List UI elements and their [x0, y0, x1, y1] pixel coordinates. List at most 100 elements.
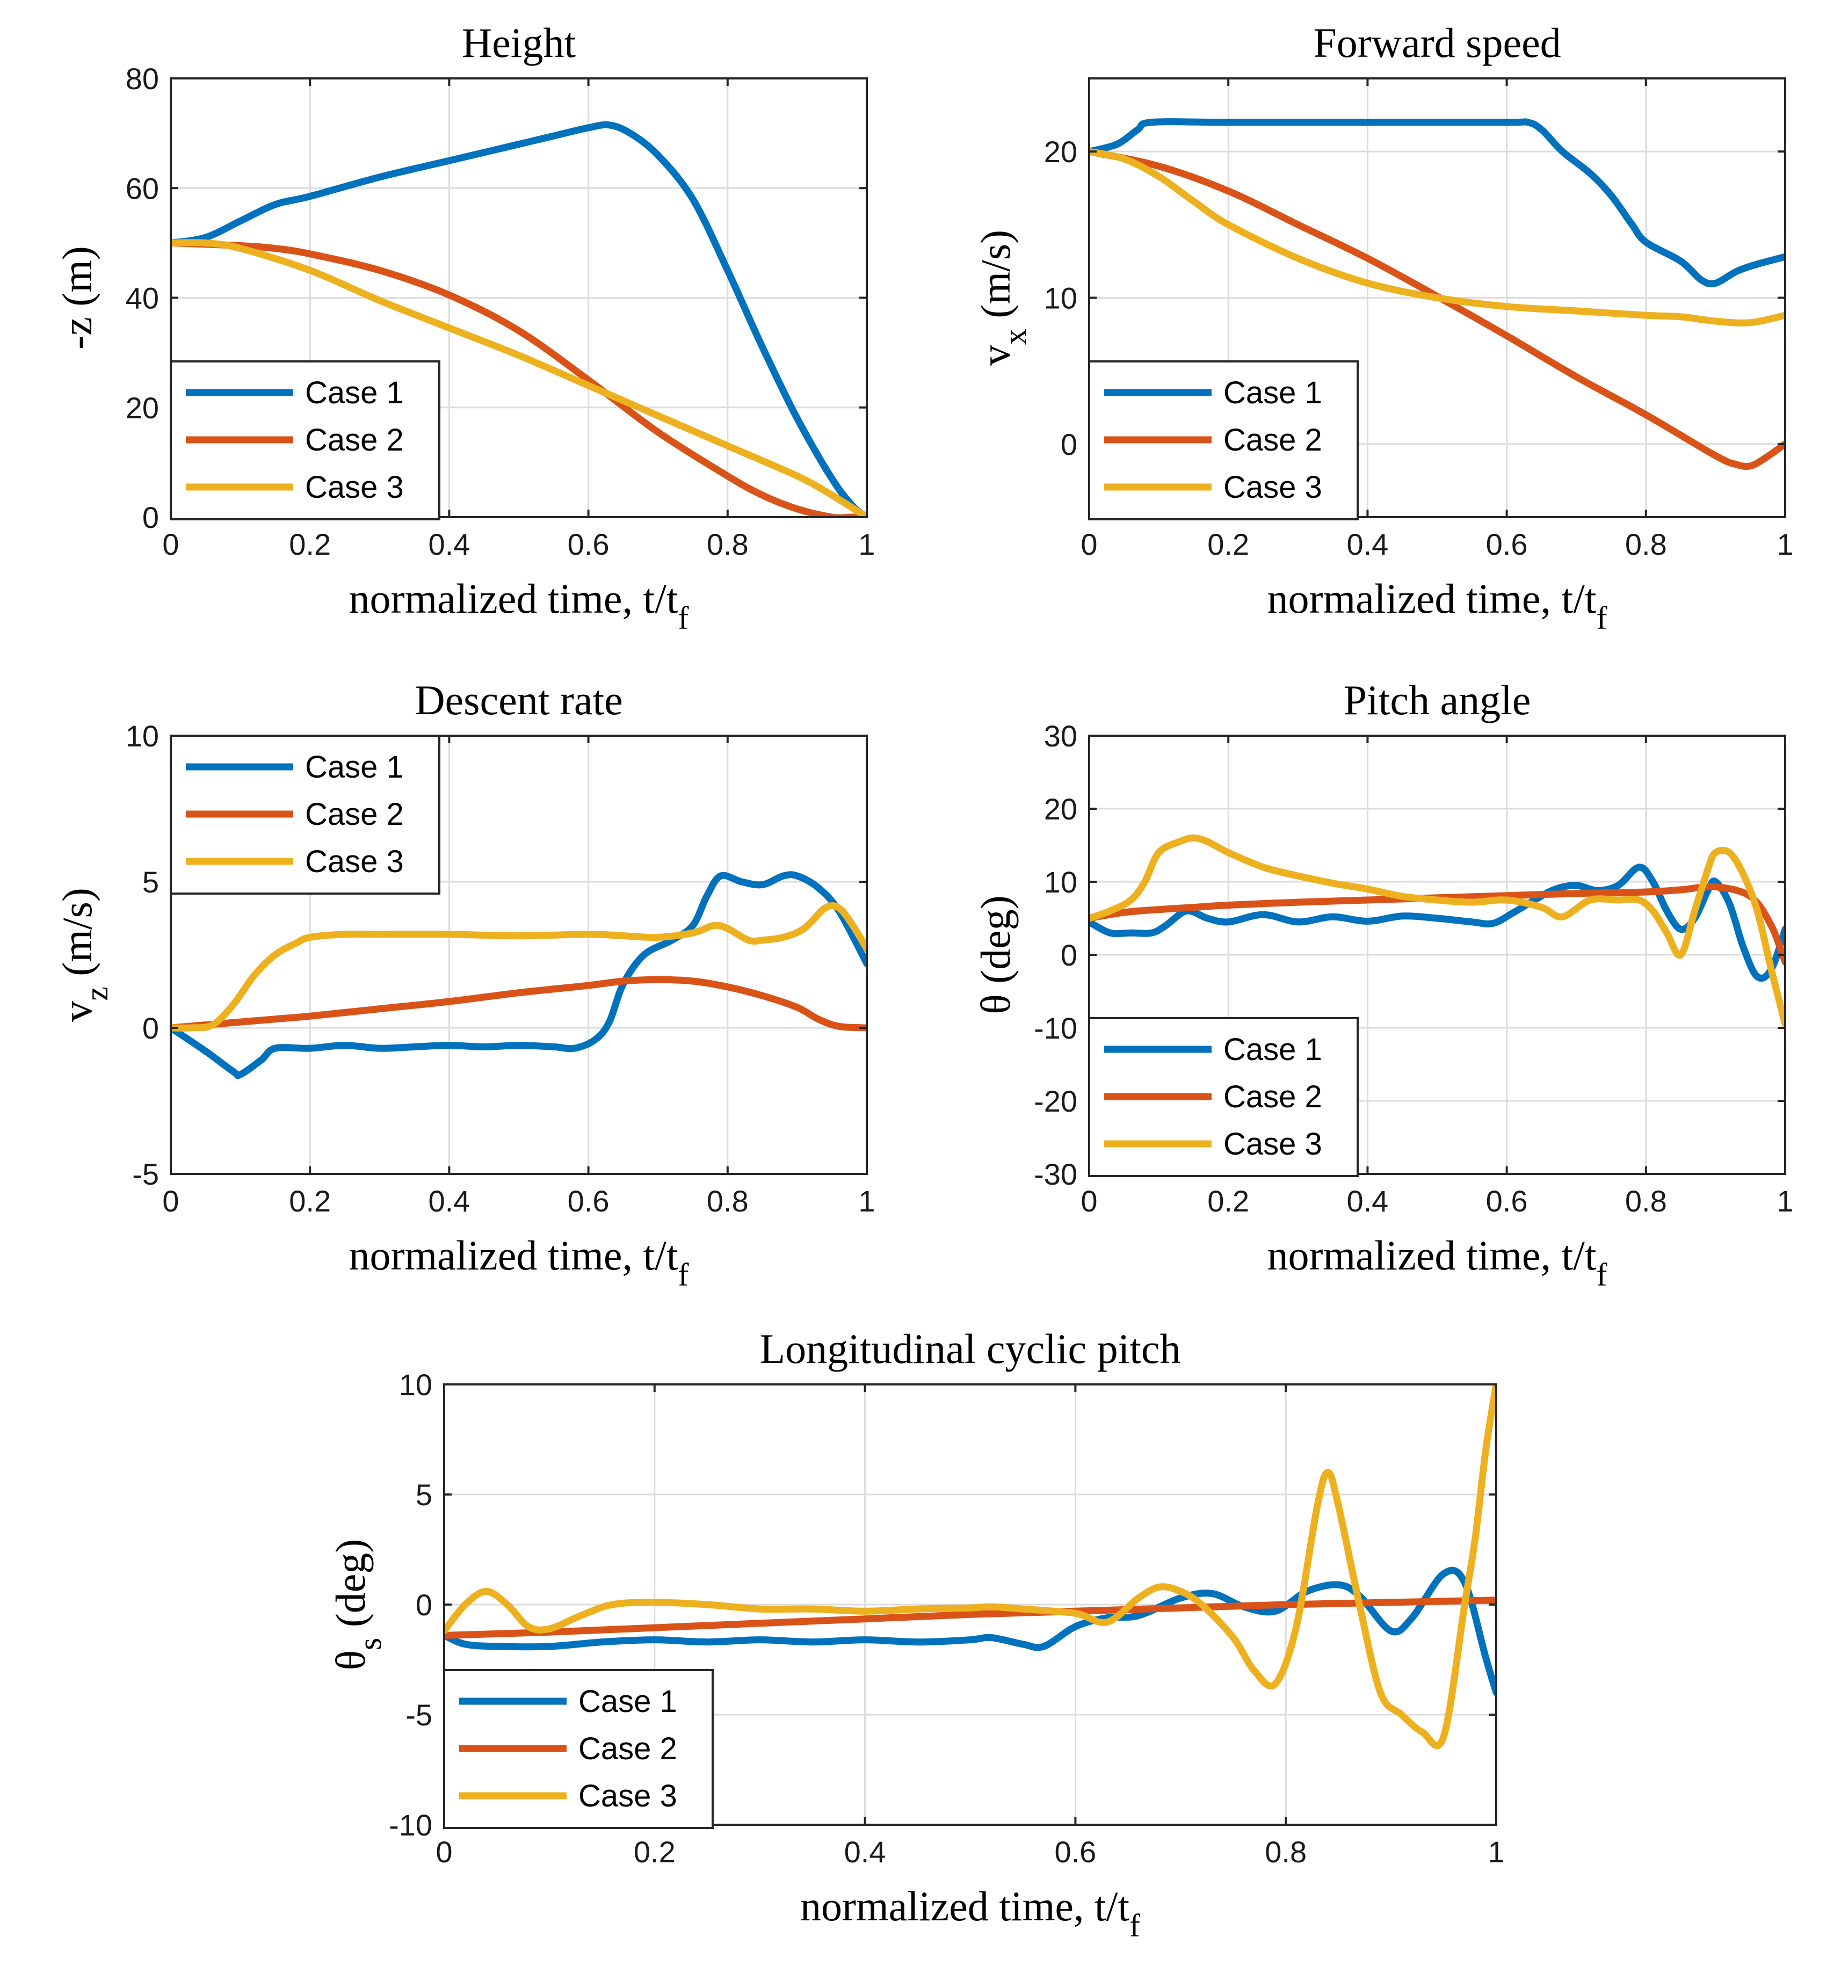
legend-label: Case 1 — [1223, 375, 1322, 410]
legend: Case 1 Case 2 Case 3 — [1088, 360, 1359, 520]
y-axis-label-units: (m/s) — [54, 888, 100, 986]
y-tick-label: 10 — [1044, 281, 1077, 315]
x-axis-label: normalized time, t/tf — [349, 575, 689, 636]
x-tick-label: 0.2 — [634, 1835, 676, 1869]
longitudinal-cyclic-pitch-chart: 0 0.2 0.4 0.6 0.8 1 -10 -5 0 5 10 Longitudinal cycl… — [327, 1325, 1505, 1943]
legend-label: Case 3 — [1223, 470, 1322, 505]
legend-label: Case 3 — [305, 470, 404, 505]
series-line-case-3 — [1089, 148, 1785, 327]
x-tick-label: 0.2 — [289, 527, 331, 561]
height-chart: 0 0.2 0.4 0.6 0.8 1 0 20 40 60 80 Height normalized … — [54, 19, 875, 636]
y-tick-label: -10 — [389, 1808, 432, 1842]
x-tick-label: 1 — [1777, 1184, 1793, 1218]
x-axis-label-main: normalized time, t/t — [349, 1232, 678, 1279]
x-axis-label-main: normalized time, t/t — [800, 1883, 1129, 1929]
x-axis-label: normalized time, t/tf — [800, 1883, 1140, 1943]
y-axis-label-main: -z (m) — [54, 246, 100, 350]
legend-label: Case 2 — [1223, 1079, 1322, 1114]
y-axis-label-subscript: x — [997, 329, 1033, 345]
x-tick-label: 0.8 — [1265, 1835, 1307, 1869]
legend: Case 1 Case 2 Case 3 — [170, 735, 440, 895]
pitch-angle-chart: 0 0.2 0.4 0.6 0.8 1 -30 -20 -10 0 10 20 30 Pitch angl… — [972, 677, 1794, 1293]
chart-title: Pitch angle — [1344, 677, 1531, 723]
x-tick-label: 0.6 — [568, 1184, 610, 1218]
x-tick-label: 0.8 — [1625, 1184, 1667, 1218]
x-tick-label: 0.6 — [568, 527, 610, 561]
x-tick-label: 0 — [1081, 1184, 1097, 1218]
series-line-case-2 — [1089, 148, 1785, 470]
x-axis-label: normalized time, t/tf — [349, 1232, 689, 1293]
legend-label: Case 1 — [305, 750, 404, 785]
y-tick-label: 0 — [142, 500, 159, 534]
x-tick-label: 1 — [1488, 1835, 1504, 1869]
series-group — [444, 1384, 1496, 1750]
x-tick-label: 1 — [1777, 527, 1793, 561]
legend-label: Case 3 — [578, 1779, 677, 1813]
y-tick-label: -30 — [1034, 1157, 1077, 1191]
x-tick-label: 0.6 — [1486, 527, 1528, 561]
y-tick-label: 10 — [399, 1368, 432, 1402]
chart-title: Height — [462, 19, 576, 66]
x-axis-label: normalized time, t/tf — [1267, 575, 1607, 636]
series-line-case-3 — [444, 1384, 1496, 1750]
series-line-case-2 — [1089, 883, 1785, 966]
series-line-case-2 — [444, 1597, 1496, 1639]
y-axis-label-main: v — [54, 1001, 100, 1022]
chart-title: Descent rate — [415, 677, 623, 723]
series-line-case-1 — [171, 121, 867, 517]
x-tick-label: 0.6 — [1054, 1835, 1096, 1869]
series-group — [1089, 834, 1785, 1028]
y-axis-label: vz (m/s) — [54, 888, 114, 1022]
legend: Case 1 Case 2 Case 3 — [1088, 1017, 1359, 1177]
x-tick-label: 0.4 — [428, 1184, 470, 1218]
y-tick-label: 60 — [126, 171, 159, 205]
y-axis-label-main: θ — [327, 1650, 374, 1670]
x-tick-label: 1 — [858, 527, 875, 561]
series-line-case-1 — [1089, 864, 1785, 982]
x-axis-label-subscript: f — [678, 600, 689, 636]
series-line-case-1 — [1089, 118, 1785, 288]
y-tick-label: 30 — [1044, 719, 1077, 753]
y-tick-label: 5 — [416, 1478, 432, 1512]
x-tick-label: 1 — [858, 1184, 875, 1218]
x-tick-label: 0.2 — [1207, 1184, 1249, 1218]
x-tick-label: 0.6 — [1486, 1184, 1528, 1218]
y-axis-label: θs (deg) — [327, 1539, 388, 1671]
y-tick-label: -10 — [1034, 1011, 1077, 1045]
legend-label: Case 3 — [305, 844, 404, 879]
x-axis-label-subscript: f — [1597, 1257, 1607, 1293]
x-axis-label-main: normalized time, t/t — [1267, 575, 1597, 622]
legend-label: Case 2 — [305, 423, 404, 458]
legend-label: Case 1 — [578, 1684, 677, 1719]
series-group — [171, 121, 867, 517]
y-tick-label: 5 — [142, 865, 159, 899]
legend-label: Case 2 — [305, 797, 404, 832]
chart-title: Longitudinal cyclic pitch — [759, 1325, 1180, 1372]
legend-label: Case 1 — [305, 375, 404, 410]
y-tick-label: 80 — [126, 62, 159, 96]
series-group — [1089, 118, 1785, 470]
legend-label: Case 1 — [1223, 1032, 1322, 1067]
x-tick-label: 0 — [162, 527, 179, 561]
series-line-case-1 — [444, 1566, 1496, 1696]
y-axis-label-subscript: z — [79, 986, 114, 1001]
x-tick-label: 0.4 — [1346, 1184, 1388, 1218]
y-axis-label-main: v — [972, 345, 1019, 366]
x-axis-label-subscript: f — [678, 1257, 689, 1293]
series-group — [171, 871, 867, 1079]
x-tick-label: 0.2 — [289, 1184, 331, 1218]
legend-label: Case 2 — [1223, 423, 1322, 458]
x-tick-label: 0 — [162, 1184, 179, 1218]
y-tick-label: 20 — [1044, 135, 1077, 169]
y-tick-label: 0 — [1061, 427, 1077, 461]
x-tick-label: 0.4 — [844, 1835, 886, 1869]
y-tick-label: 10 — [1044, 865, 1077, 899]
x-tick-label: 0 — [436, 1835, 452, 1869]
series-line-case-3 — [171, 902, 867, 1032]
plot-frame — [170, 735, 868, 1175]
y-tick-label: 40 — [126, 281, 159, 315]
series-line-case-2 — [171, 239, 867, 517]
x-tick-label: 0.2 — [1207, 527, 1249, 561]
